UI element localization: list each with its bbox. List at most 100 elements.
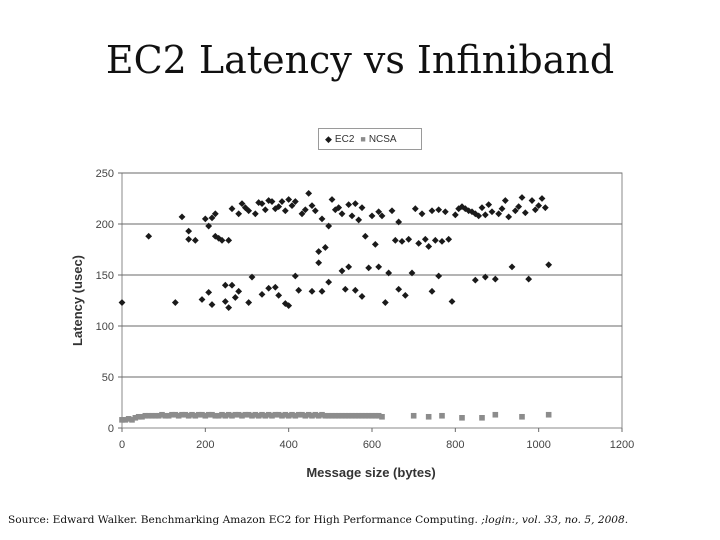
x-tick-label: 1200 bbox=[610, 439, 634, 451]
data-point bbox=[208, 301, 216, 308]
data-point bbox=[398, 237, 406, 245]
data-point bbox=[348, 212, 356, 220]
data-point bbox=[415, 239, 423, 247]
data-point bbox=[225, 304, 233, 312]
data-point bbox=[185, 412, 192, 419]
data-point bbox=[335, 204, 343, 212]
data-point bbox=[325, 278, 333, 286]
legend-label-ec2: EC2 bbox=[334, 133, 355, 145]
data-point bbox=[291, 198, 299, 205]
data-point bbox=[178, 213, 186, 221]
data-point bbox=[545, 411, 552, 418]
data-point bbox=[528, 197, 536, 204]
data-point bbox=[235, 411, 242, 418]
data-point bbox=[171, 299, 179, 306]
data-point bbox=[205, 288, 213, 296]
data-point bbox=[258, 290, 266, 298]
data-point bbox=[225, 411, 232, 418]
data-point bbox=[222, 412, 229, 419]
data-point bbox=[445, 235, 453, 243]
data-point bbox=[378, 212, 386, 220]
data-point bbox=[355, 412, 362, 419]
data-point bbox=[265, 284, 273, 292]
data-point bbox=[305, 411, 312, 418]
data-point bbox=[321, 244, 329, 251]
data-point bbox=[261, 206, 269, 214]
data-point bbox=[362, 412, 369, 419]
data-point bbox=[479, 415, 485, 421]
data-point bbox=[309, 412, 315, 419]
data-point bbox=[169, 411, 175, 418]
data-point bbox=[410, 412, 417, 419]
data-point bbox=[205, 222, 213, 230]
data-point bbox=[245, 207, 253, 215]
data-point bbox=[145, 232, 153, 240]
data-point bbox=[278, 198, 286, 205]
data-point bbox=[365, 412, 372, 419]
data-point bbox=[395, 285, 403, 293]
data-point bbox=[218, 236, 226, 244]
data-point bbox=[379, 413, 385, 420]
data-point bbox=[395, 218, 403, 226]
data-point bbox=[189, 411, 195, 418]
data-point bbox=[208, 214, 216, 222]
data-point bbox=[401, 292, 409, 299]
data-point bbox=[205, 411, 212, 418]
data-point bbox=[195, 411, 202, 418]
data-point bbox=[478, 204, 486, 212]
diamond-marker-icon: ◆ bbox=[325, 134, 332, 144]
data-point bbox=[258, 200, 266, 207]
data-point bbox=[372, 412, 379, 419]
data-point bbox=[448, 298, 456, 305]
data-point bbox=[428, 287, 436, 295]
data-point bbox=[485, 201, 493, 209]
data-point bbox=[182, 411, 189, 418]
data-point bbox=[459, 415, 465, 421]
data-point bbox=[541, 204, 549, 212]
data-point bbox=[142, 412, 149, 419]
data-point bbox=[525, 275, 533, 283]
data-point bbox=[238, 200, 246, 207]
data-point bbox=[311, 207, 319, 215]
data-point bbox=[279, 412, 285, 419]
data-point bbox=[481, 273, 489, 281]
data-point bbox=[371, 241, 379, 248]
data-point bbox=[475, 212, 483, 220]
data-point bbox=[345, 412, 352, 419]
data-point bbox=[235, 287, 243, 295]
data-point bbox=[375, 263, 383, 271]
data-point bbox=[435, 206, 443, 214]
data-point bbox=[212, 412, 219, 419]
data-point bbox=[159, 411, 165, 418]
series-ncsa bbox=[119, 411, 552, 423]
data-point bbox=[431, 236, 439, 244]
data-point bbox=[135, 413, 142, 420]
data-point bbox=[265, 411, 272, 418]
data-point bbox=[361, 232, 369, 240]
data-point bbox=[501, 197, 509, 204]
data-point bbox=[328, 196, 336, 203]
data-point bbox=[518, 194, 526, 201]
y-axis-label: Latency (usec) bbox=[70, 255, 85, 346]
data-point bbox=[538, 195, 546, 202]
data-point bbox=[145, 412, 152, 419]
data-point bbox=[418, 210, 426, 218]
data-point bbox=[272, 411, 279, 418]
data-point bbox=[521, 209, 529, 217]
data-point bbox=[185, 227, 193, 235]
y-tick-label: 0 bbox=[108, 423, 114, 435]
data-point bbox=[345, 201, 353, 209]
data-point bbox=[289, 411, 295, 418]
data-point bbox=[175, 412, 182, 419]
data-point bbox=[155, 412, 162, 419]
data-point bbox=[129, 417, 135, 423]
data-point bbox=[351, 200, 359, 207]
data-point bbox=[338, 267, 346, 275]
data-point bbox=[172, 411, 179, 418]
data-point bbox=[132, 415, 139, 421]
data-point bbox=[495, 210, 503, 218]
data-point bbox=[192, 412, 199, 419]
data-point bbox=[325, 412, 332, 419]
data-point bbox=[341, 285, 349, 293]
data-point bbox=[249, 412, 255, 419]
